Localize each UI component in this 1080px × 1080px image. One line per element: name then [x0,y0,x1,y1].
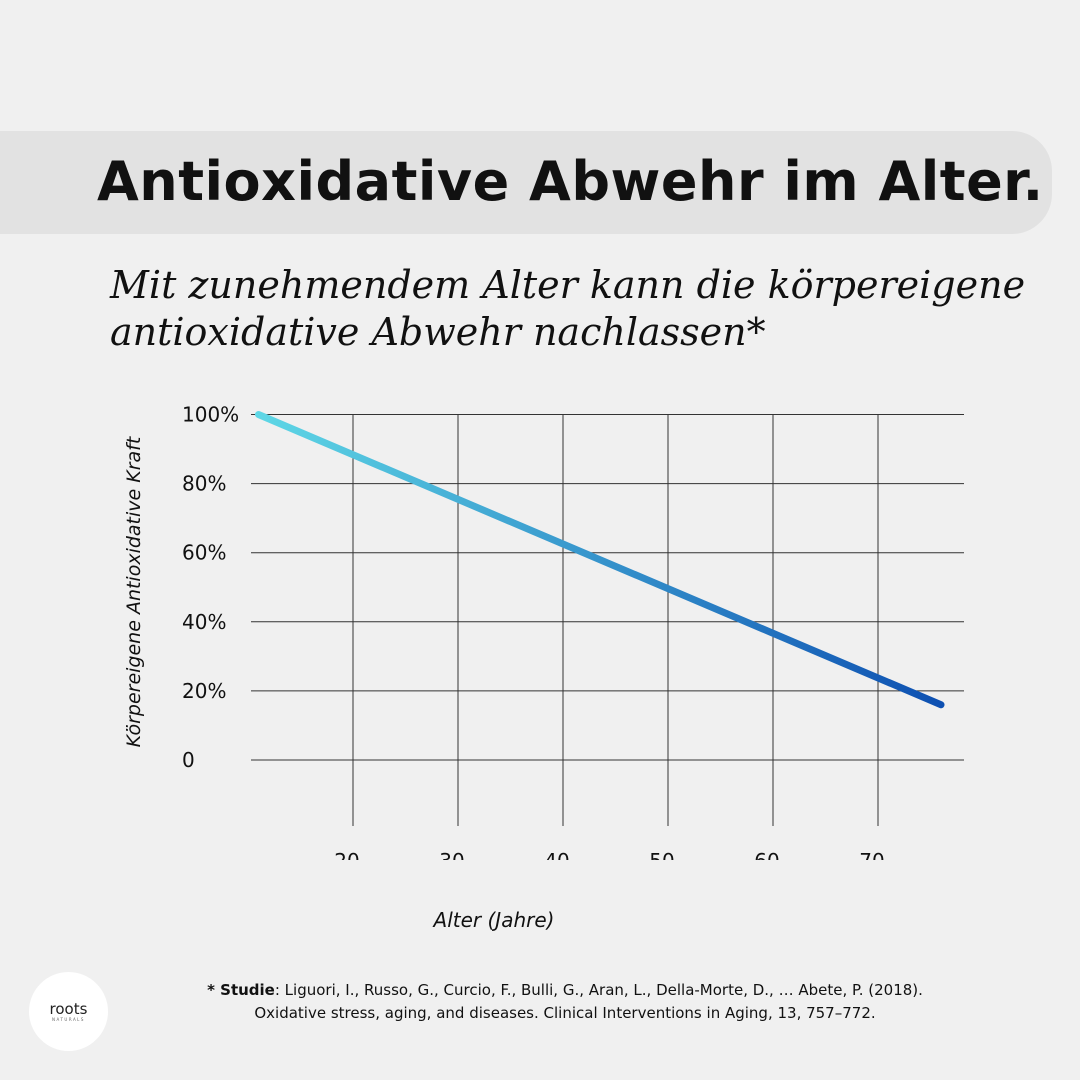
brand-logo: roots NATURALS [29,972,108,1051]
x-axis-label: Alter (Jahre) [433,908,555,932]
y-tick-label: 100% [182,403,239,427]
chart-subtitle: Mit zunehmendem Alter kann die körpereig… [110,263,1026,354]
x-tick-label: 70 [859,849,884,860]
y-tick-label: 60% [182,541,226,565]
x-tick-label: 30 [439,849,464,860]
title-band [0,131,1052,234]
logo-text: roots [49,1000,88,1018]
x-tick-label: 50 [649,849,674,860]
footnote: * Studie: Liguori, I., Russo, G., Curcio… [200,979,930,1025]
x-tick-label: 20 [334,849,359,860]
x-tick-label: 40 [544,849,569,860]
y-tick-label: 40% [182,610,226,634]
y-tick-label: 80% [182,472,226,496]
footnote-label: * Studie [207,981,275,999]
y-axis-label: Körpereigene Antioxidative Kraft [123,436,145,748]
y-tick-label: 0 [182,748,195,772]
x-tick-label: 60 [754,849,779,860]
y-tick-label: 20% [182,679,226,703]
logo-subtext: NATURALS [52,1017,85,1022]
line-chart: 100% 80% 60% 40% 20% 0 20 30 40 50 60 70 [182,403,964,860]
footnote-text: : Liguori, I., Russo, G., Curcio, F., Bu… [254,981,923,1022]
series-line [255,411,945,709]
page-title: Antioxidative Abwehr im Alter. [97,150,1044,213]
